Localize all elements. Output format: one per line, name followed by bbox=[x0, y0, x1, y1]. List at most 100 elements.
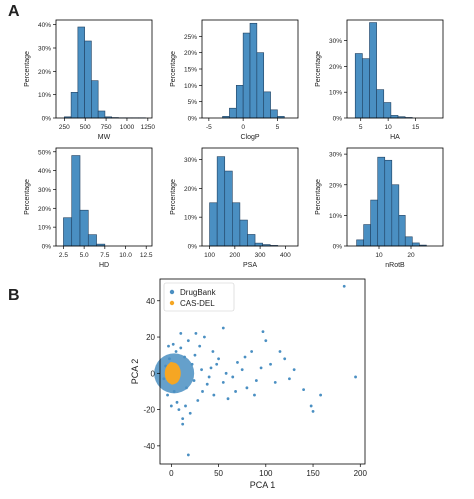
y-tick-label: 40 bbox=[146, 297, 155, 306]
drugbank-point bbox=[283, 357, 287, 361]
drugbank-point bbox=[253, 393, 256, 397]
legend-marker bbox=[169, 300, 175, 306]
drugbank-point bbox=[278, 350, 282, 353]
y-tick-label: 10% bbox=[38, 225, 51, 232]
x-tick-label: 5.0 bbox=[80, 252, 89, 259]
y-tick-label: 0% bbox=[42, 244, 52, 251]
x-tick-label: 400 bbox=[280, 252, 291, 259]
drugbank-point bbox=[217, 357, 220, 361]
histogram-bar bbox=[370, 199, 379, 247]
drugbank-point bbox=[186, 453, 190, 457]
histogram-bar bbox=[391, 184, 400, 247]
drugbank-point bbox=[254, 379, 258, 382]
drugbank-point bbox=[194, 332, 198, 335]
drugbank-point bbox=[245, 386, 249, 390]
drugbank-point bbox=[166, 393, 169, 397]
histogram-bar bbox=[84, 40, 92, 119]
drugbank-point bbox=[177, 408, 181, 411]
drugbank-point bbox=[172, 390, 176, 393]
y-tick-label: 20% bbox=[329, 64, 342, 71]
drugbank-point bbox=[354, 375, 357, 379]
drugbank-point bbox=[243, 355, 247, 359]
x-tick-label: 1250 bbox=[141, 124, 156, 131]
drugbank-point bbox=[167, 344, 170, 348]
histogram-psa: 0% 10% 20% 30% 100 200 300 400 PSA Percentage bbox=[170, 147, 299, 269]
drugbank-point bbox=[192, 379, 196, 382]
drugbank-point bbox=[185, 386, 188, 390]
drugbank-point bbox=[224, 371, 228, 375]
legend-label: CAS-DEL bbox=[180, 299, 215, 308]
plot-frame bbox=[201, 147, 299, 247]
y-tick-label: 15% bbox=[184, 67, 197, 74]
histogram-mw: 0% 10% 20% 30% 40% 250 500 750 1000 1250 MW Percent… bbox=[24, 19, 156, 141]
histogram-bar bbox=[77, 26, 85, 119]
x-axis-label: nRotB bbox=[385, 262, 405, 269]
histogram-bar bbox=[384, 159, 393, 247]
y-tick-label: 10% bbox=[38, 92, 51, 99]
histogram-bar bbox=[377, 156, 386, 247]
y-tick-label: 10% bbox=[329, 90, 342, 97]
x-axis-label: HA bbox=[390, 134, 400, 141]
y-tick-label: 30% bbox=[38, 187, 51, 194]
drugbank-point bbox=[221, 380, 225, 384]
x-tick-label: 750 bbox=[101, 124, 112, 131]
y-axis-label: Percentage bbox=[24, 51, 31, 87]
drugbank-point bbox=[288, 377, 291, 381]
y-tick-label: 20% bbox=[329, 182, 342, 189]
histogram-bar bbox=[70, 92, 79, 119]
histogram-bar bbox=[242, 32, 251, 119]
y-tick-label: 20 bbox=[146, 333, 155, 342]
x-tick-label: 0 bbox=[169, 469, 174, 478]
drugbank-point bbox=[200, 368, 203, 372]
panel-a-label: A bbox=[8, 3, 20, 20]
drugbank-point bbox=[190, 362, 194, 366]
drugbank-point bbox=[181, 417, 185, 421]
x-axis-label: MW bbox=[98, 134, 111, 141]
drugbank-point bbox=[171, 342, 175, 346]
drugbank-point bbox=[236, 361, 239, 364]
drugbank-point bbox=[309, 404, 313, 408]
y-axis-label: Percentage bbox=[315, 51, 322, 87]
x-tick-label: 500 bbox=[80, 124, 91, 131]
histogram-bar bbox=[216, 156, 226, 247]
drugbank-point bbox=[179, 346, 183, 350]
drugbank-point bbox=[273, 380, 277, 384]
drugbank-point bbox=[240, 368, 244, 372]
plot-frame bbox=[346, 147, 444, 247]
y-tick-label: 0% bbox=[188, 116, 198, 123]
y-tick-label: 30% bbox=[329, 152, 342, 159]
x-tick-label: 2.5 bbox=[59, 252, 68, 259]
y-tick-label: 40% bbox=[38, 168, 51, 175]
drugbank-point bbox=[205, 382, 209, 386]
y-axis-label: Percentage bbox=[315, 179, 322, 215]
drugbank-point bbox=[198, 344, 202, 348]
x-tick-label: 100 bbox=[259, 469, 273, 478]
drugbank-point bbox=[226, 397, 230, 401]
histogram-bar bbox=[383, 102, 392, 119]
drugbank-point bbox=[162, 377, 166, 381]
histogram-bar bbox=[398, 215, 406, 247]
drugbank-point bbox=[234, 390, 237, 393]
drugbank-point bbox=[181, 422, 185, 426]
legend-marker bbox=[169, 289, 175, 295]
y-tick-label: 0% bbox=[188, 244, 198, 251]
drugbank-point bbox=[231, 375, 235, 379]
x-axis-label: ClogP bbox=[240, 134, 259, 141]
y-tick-label: 0% bbox=[333, 244, 343, 251]
plot-frame bbox=[55, 19, 153, 119]
y-tick-label: 0 bbox=[151, 369, 156, 378]
histogram-bar bbox=[79, 209, 89, 247]
x-tick-label: 10 bbox=[385, 124, 393, 131]
x-tick-label: -5 bbox=[206, 124, 212, 131]
y-tick-label: 30% bbox=[38, 46, 51, 53]
histogram-bar bbox=[71, 155, 81, 247]
y-tick-label: 25% bbox=[184, 34, 197, 41]
drugbank-point bbox=[196, 399, 200, 402]
drugbank-point bbox=[264, 339, 268, 343]
drugbank-point bbox=[201, 390, 204, 393]
drugbank-point bbox=[193, 353, 197, 357]
x-tick-label: 5 bbox=[276, 124, 280, 131]
drugbank-point bbox=[221, 326, 225, 330]
y-tick-label: 20% bbox=[184, 50, 197, 57]
